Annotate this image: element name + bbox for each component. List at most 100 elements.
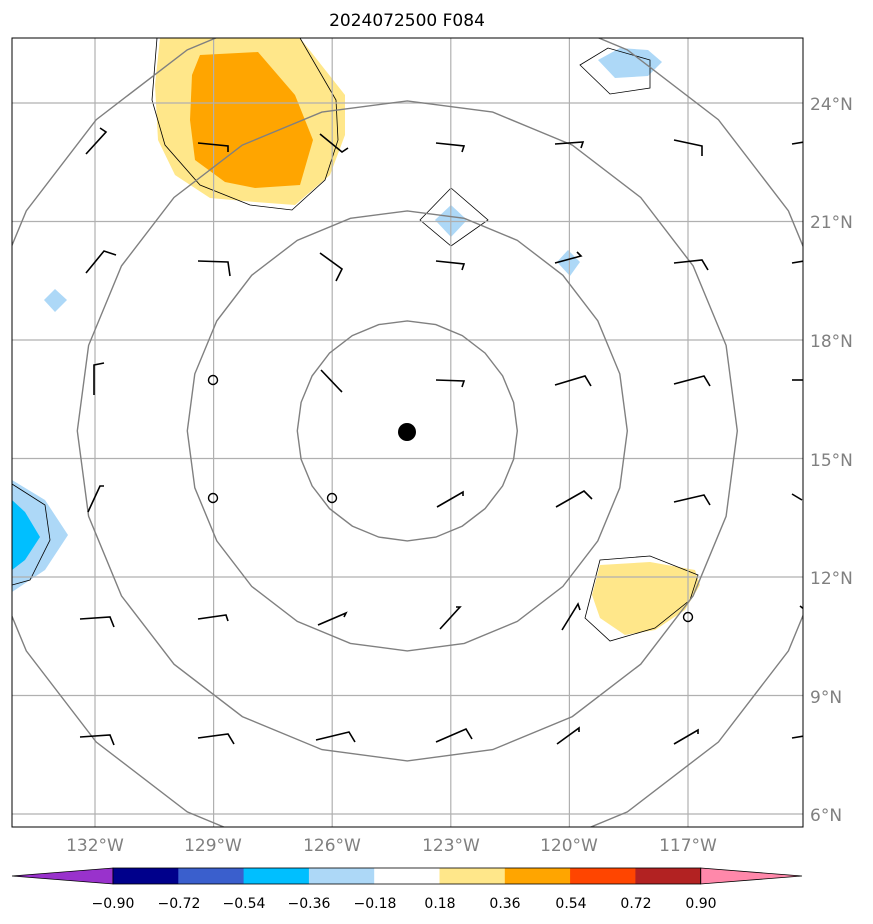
contour-line <box>584 555 699 642</box>
wind-barb <box>435 727 473 743</box>
lat-label: 6°N <box>810 806 842 826</box>
wind-barb <box>799 605 803 610</box>
lon-label: 126°W <box>303 836 361 856</box>
contour-line <box>12 483 51 586</box>
wind-barb <box>673 259 709 271</box>
wind-barb <box>315 731 356 743</box>
range-ring <box>76 100 739 762</box>
colorbar-extend-high <box>700 867 803 885</box>
wind-barb <box>320 369 343 393</box>
lat-label: 21°N <box>810 213 853 233</box>
figure-title: 2024072500 F084 <box>329 11 485 31</box>
colorbar <box>11 867 803 885</box>
contour-line <box>579 47 651 95</box>
range-ring <box>186 210 629 652</box>
wind-barb <box>673 494 711 506</box>
lon-label: 117°W <box>659 836 717 856</box>
colorbar-outline <box>112 867 702 885</box>
colorbar-segment <box>504 868 571 884</box>
storm-center-marker <box>398 423 416 441</box>
colorbar-label: 0.54 <box>555 896 586 912</box>
strong-negative-anomaly-area <box>12 500 40 570</box>
wind-barb <box>556 726 580 745</box>
wind-barb <box>319 252 344 282</box>
colorbar-label: −0.18 <box>354 896 397 912</box>
contour-line <box>151 38 339 211</box>
colorbar-segment <box>113 868 179 884</box>
colorbar-segment <box>178 868 245 884</box>
negative-anomaly-area <box>44 289 67 312</box>
wind-barb <box>791 735 803 739</box>
calm-circle <box>207 374 219 386</box>
lon-label: 132°W <box>66 836 124 856</box>
lon-label: 120°W <box>540 836 598 856</box>
lat-label: 15°N <box>810 451 853 471</box>
wind-barb <box>554 141 585 149</box>
contour-line <box>419 187 489 247</box>
wind-barb <box>673 728 699 745</box>
lon-label: 123°W <box>422 836 480 856</box>
negative-anomaly-area <box>12 480 68 592</box>
wind-barb <box>436 490 464 508</box>
wind-barb <box>435 142 466 153</box>
wind-barb <box>561 602 581 631</box>
wind-barb <box>319 133 349 153</box>
calm-circle <box>682 611 694 623</box>
wind-barb <box>85 127 108 155</box>
range-ring <box>296 320 519 542</box>
strong-positive-anomaly-area <box>190 52 313 188</box>
wind-barb <box>197 142 229 152</box>
negative-anomaly-area <box>598 48 662 78</box>
wind-barb <box>791 493 803 501</box>
map-panel <box>12 38 803 827</box>
wind-barb <box>87 485 104 513</box>
wind-barb <box>791 141 803 145</box>
wind-barb <box>673 139 703 156</box>
colorbar-labels: −0.90 −0.72 −0.54 −0.36 −0.18 0.18 0.36 … <box>92 896 717 912</box>
wind-barb <box>79 734 115 746</box>
wind-barb <box>79 616 115 628</box>
lat-label: 12°N <box>810 569 853 589</box>
calm-circle <box>326 492 338 504</box>
colorbar-segment <box>570 868 636 884</box>
wind-barbs <box>79 127 803 746</box>
wind-barb <box>317 611 348 626</box>
wind-barb <box>85 250 117 274</box>
latitude-labels: 24°N 21°N 18°N 15°N 12°N 9°N 6°N <box>810 95 853 826</box>
wind-barb <box>554 251 583 264</box>
anomaly-contours <box>12 38 699 642</box>
colorbar-segment <box>439 868 506 884</box>
lat-label: 9°N <box>810 688 842 708</box>
colorbar-label: 0.18 <box>424 896 455 912</box>
colorbar-segment <box>374 868 440 884</box>
wind-barb <box>435 379 466 388</box>
colorbar-label: −0.90 <box>92 896 135 912</box>
wind-barb <box>93 362 105 395</box>
colorbar-label: 0.72 <box>620 896 651 912</box>
wind-barb <box>555 490 593 508</box>
wind-barb <box>439 606 462 630</box>
colorbar-label: −0.54 <box>223 896 266 912</box>
wind-barb <box>197 733 235 745</box>
colorbar-segment <box>635 868 702 884</box>
range-ring <box>12 38 803 827</box>
lat-label: 24°N <box>810 95 853 115</box>
lat-label: 18°N <box>810 332 853 352</box>
colorbar-label: 0.90 <box>685 896 716 912</box>
lat-lon-grid <box>12 38 803 827</box>
colorbar-segment <box>308 868 375 884</box>
colorbar-label: −0.36 <box>288 896 331 912</box>
wind-barb <box>197 260 231 277</box>
map-frame <box>11 37 804 828</box>
positive-anomaly-area <box>592 562 700 635</box>
negative-anomaly-area <box>557 250 580 276</box>
colorbar-label: −0.72 <box>158 896 201 912</box>
wind-barb <box>791 260 803 264</box>
wind-barb <box>435 260 466 271</box>
wind-barb <box>673 375 711 387</box>
calm-circle <box>207 492 219 504</box>
wind-barb <box>554 375 592 387</box>
colorbar-label: 0.36 <box>489 896 520 912</box>
calm-wind-markers <box>207 374 694 623</box>
